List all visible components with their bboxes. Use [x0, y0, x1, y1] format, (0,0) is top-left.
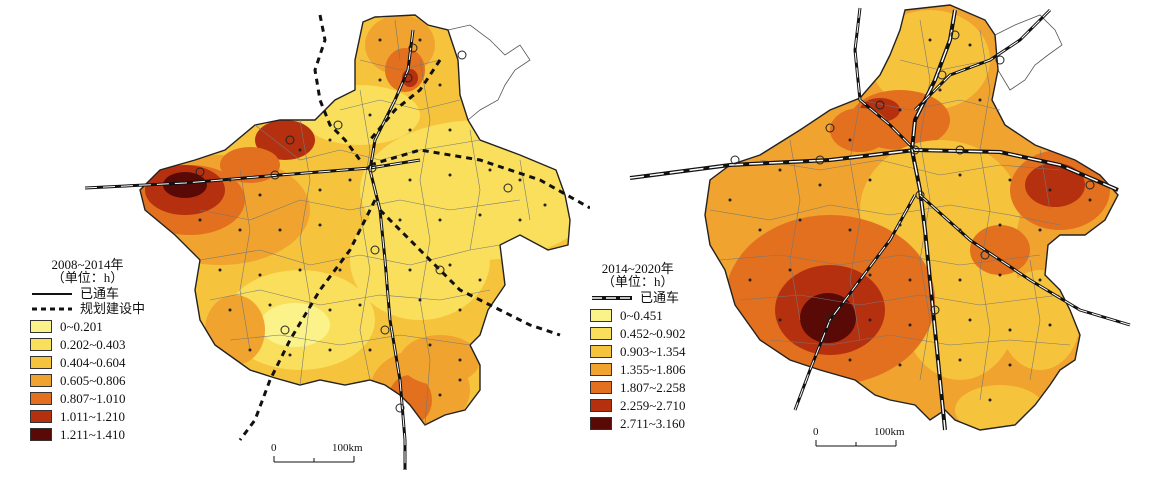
county-seats-left — [198, 38, 547, 397]
legend-class: 1.807~2.258 — [590, 379, 686, 395]
legend-swatch — [30, 355, 52, 369]
legend-class-label: 1.211~1.410 — [60, 426, 126, 442]
legend-class: 2.711~3.160 — [590, 415, 686, 431]
legend-swatch — [30, 319, 52, 333]
legend-class-label: 0.452~0.902 — [620, 325, 686, 341]
scale-bar-graphic — [273, 456, 355, 463]
legend-left: 2008~2014年 （单位：h） 已通车 规划建设中 0~0.201 0.20… — [30, 258, 145, 442]
county-boundaries-left — [199, 19, 531, 426]
map-2014-2020 — [629, 4, 1131, 431]
legend-line-operating: 已通车 — [590, 290, 686, 305]
legend-unit: （单位：h） — [602, 274, 674, 289]
legend-line-label: 已通车 — [640, 290, 680, 305]
province-border-left — [139, 14, 571, 426]
legend-swatch — [590, 308, 612, 322]
map-panel-2008-2014: 2008~2014年 （单位：h） 已通车 规划建设中 0~0.201 0.20… — [30, 14, 590, 470]
operating-railways-right — [629, 7, 1131, 431]
legend-swatch — [590, 344, 612, 358]
legend-swatch — [30, 409, 52, 423]
legend-title: 2014~2020年 （单位：h） — [590, 262, 686, 288]
legend-class-label: 0.202~0.403 — [60, 336, 126, 352]
legend-title: 2008~2014年 （单位：h） — [30, 258, 145, 284]
legend-swatch — [30, 427, 52, 441]
scale-zero-label: 0 — [813, 426, 819, 438]
legend-unit: （单位：h） — [51, 270, 124, 285]
excluded-district — [994, 14, 1063, 91]
city-markers-left — [195, 43, 513, 413]
legend-class: 0.807~1.010 — [30, 390, 145, 406]
legend-class-label: 0~0.451 — [620, 307, 663, 323]
legend-class-label: 0.807~1.010 — [60, 390, 126, 406]
legend-swatch — [590, 326, 612, 340]
legend-swatch — [30, 337, 52, 351]
scale-distance-label: 100km — [332, 442, 363, 454]
legend-class-label: 1.011~1.210 — [60, 408, 126, 424]
planned-railways-left — [238, 14, 590, 441]
legend-class: 2.259~2.710 — [590, 397, 686, 413]
legend-class: 0.202~0.403 — [30, 336, 145, 352]
legend-class: 0~0.201 — [30, 318, 145, 334]
legend-line-label: 规划建设中 — [80, 301, 146, 316]
dashed-line-icon — [32, 307, 72, 310]
legend-class: 0.605~0.806 — [30, 372, 145, 388]
city-markers-right — [730, 30, 1095, 323]
legend-class-label: 1.807~2.258 — [620, 379, 686, 395]
legend-line-operating: 已通车 — [30, 286, 145, 301]
legend-swatch — [590, 380, 612, 394]
scale-bar-graphic — [815, 440, 897, 447]
legend-swatch — [590, 398, 612, 412]
legend-swatch — [590, 416, 612, 430]
county-boundaries-right — [709, 19, 1071, 401]
legend-line-planned: 规划建设中 — [30, 301, 145, 316]
legend-class-label: 2.711~3.160 — [620, 415, 686, 431]
legend-class-label: 2.259~2.710 — [620, 397, 686, 413]
legend-period: 2014~2020年 — [601, 261, 674, 276]
legend-class: 1.355~1.806 — [590, 361, 686, 377]
legend-class: 0.452~0.902 — [590, 325, 686, 341]
legend-class: 1.011~1.210 — [30, 408, 145, 424]
map-panel-2014-2020: 2014~2020年 （单位：h） 已通车 0~0.451 0.452~0.90… — [580, 0, 1154, 481]
legend-class-label: 0.605~0.806 — [60, 372, 126, 388]
legend-class-label: 1.355~1.806 — [620, 361, 686, 377]
legend-right: 2014~2020年 （单位：h） 已通车 0~0.451 0.452~0.90… — [590, 262, 686, 431]
map-2008-2014 — [84, 14, 590, 470]
legend-class-label: 0~0.201 — [60, 318, 103, 334]
legend-swatch — [30, 391, 52, 405]
legend-swatch — [30, 373, 52, 387]
legend-class: 0.903~1.354 — [590, 343, 686, 359]
legend-class-label: 0.404~0.604 — [60, 354, 126, 370]
legend-line-label: 已通车 — [80, 286, 120, 301]
scale-distance-label: 100km — [874, 426, 905, 438]
scale-zero-label: 0 — [271, 442, 277, 454]
legend-class: 0~0.451 — [590, 307, 686, 323]
legend-class-label: 0.903~1.354 — [620, 343, 686, 359]
solid-line-icon — [32, 292, 72, 295]
double-line-icon — [592, 295, 632, 300]
legend-period: 2008~2014年 — [51, 257, 124, 272]
legend-class: 1.211~1.410 — [30, 426, 145, 442]
legend-swatch — [590, 362, 612, 376]
county-seats-right — [728, 38, 1092, 402]
legend-class: 0.404~0.604 — [30, 354, 145, 370]
